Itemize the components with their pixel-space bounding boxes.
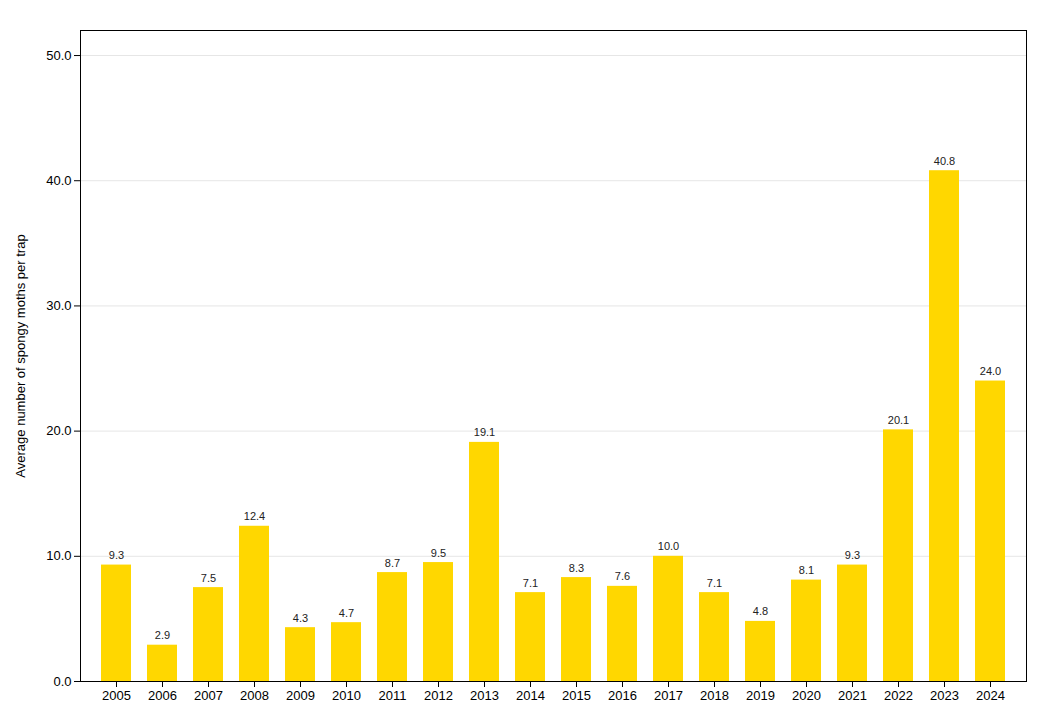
svg-text:40.0: 40.0 bbox=[46, 173, 71, 188]
svg-text:9.3: 9.3 bbox=[109, 549, 124, 561]
svg-text:2013: 2013 bbox=[470, 688, 499, 703]
svg-text:2017: 2017 bbox=[654, 688, 683, 703]
svg-text:50.0: 50.0 bbox=[46, 48, 71, 63]
svg-text:7.1: 7.1 bbox=[707, 577, 722, 589]
svg-text:2018: 2018 bbox=[700, 688, 729, 703]
svg-text:8.7: 8.7 bbox=[385, 557, 400, 569]
svg-text:Average number of spongy moths: Average number of spongy moths per trap bbox=[13, 234, 28, 477]
svg-text:2022: 2022 bbox=[884, 688, 913, 703]
svg-text:9.3: 9.3 bbox=[845, 549, 860, 561]
svg-text:19.1: 19.1 bbox=[474, 426, 495, 438]
svg-text:2024: 2024 bbox=[976, 688, 1005, 703]
svg-text:2010: 2010 bbox=[332, 688, 361, 703]
svg-text:7.6: 7.6 bbox=[615, 570, 630, 582]
svg-text:2008: 2008 bbox=[240, 688, 269, 703]
svg-text:2007: 2007 bbox=[194, 688, 223, 703]
svg-text:2015: 2015 bbox=[562, 688, 591, 703]
svg-text:7.1: 7.1 bbox=[523, 577, 538, 589]
svg-text:20.0: 20.0 bbox=[46, 423, 71, 438]
svg-text:2019: 2019 bbox=[746, 688, 775, 703]
svg-text:4.8: 4.8 bbox=[753, 605, 768, 617]
svg-text:30.0: 30.0 bbox=[46, 298, 71, 313]
svg-text:2014: 2014 bbox=[516, 688, 545, 703]
svg-text:8.1: 8.1 bbox=[799, 564, 814, 576]
svg-text:2016: 2016 bbox=[608, 688, 637, 703]
svg-text:8.3: 8.3 bbox=[569, 562, 584, 574]
svg-text:0.0: 0.0 bbox=[53, 674, 71, 689]
svg-text:2011: 2011 bbox=[379, 688, 407, 703]
svg-text:4.3: 4.3 bbox=[293, 612, 308, 624]
svg-text:40.8: 40.8 bbox=[934, 155, 955, 167]
svg-text:24.0: 24.0 bbox=[980, 365, 1001, 377]
svg-text:12.4: 12.4 bbox=[244, 510, 265, 522]
svg-text:2012: 2012 bbox=[424, 688, 453, 703]
svg-text:20.1: 20.1 bbox=[888, 414, 909, 426]
svg-text:2020: 2020 bbox=[792, 688, 821, 703]
svg-text:2009: 2009 bbox=[286, 688, 315, 703]
svg-text:2023: 2023 bbox=[930, 688, 959, 703]
svg-text:2021: 2021 bbox=[838, 688, 867, 703]
svg-text:2006: 2006 bbox=[148, 688, 177, 703]
svg-text:7.5: 7.5 bbox=[201, 572, 216, 584]
svg-text:9.5: 9.5 bbox=[431, 547, 446, 559]
svg-text:4.7: 4.7 bbox=[339, 607, 354, 619]
svg-text:10.0: 10.0 bbox=[46, 548, 71, 563]
svg-text:2005: 2005 bbox=[102, 688, 131, 703]
svg-text:2.9: 2.9 bbox=[155, 629, 170, 641]
svg-text:10.0: 10.0 bbox=[658, 540, 679, 552]
